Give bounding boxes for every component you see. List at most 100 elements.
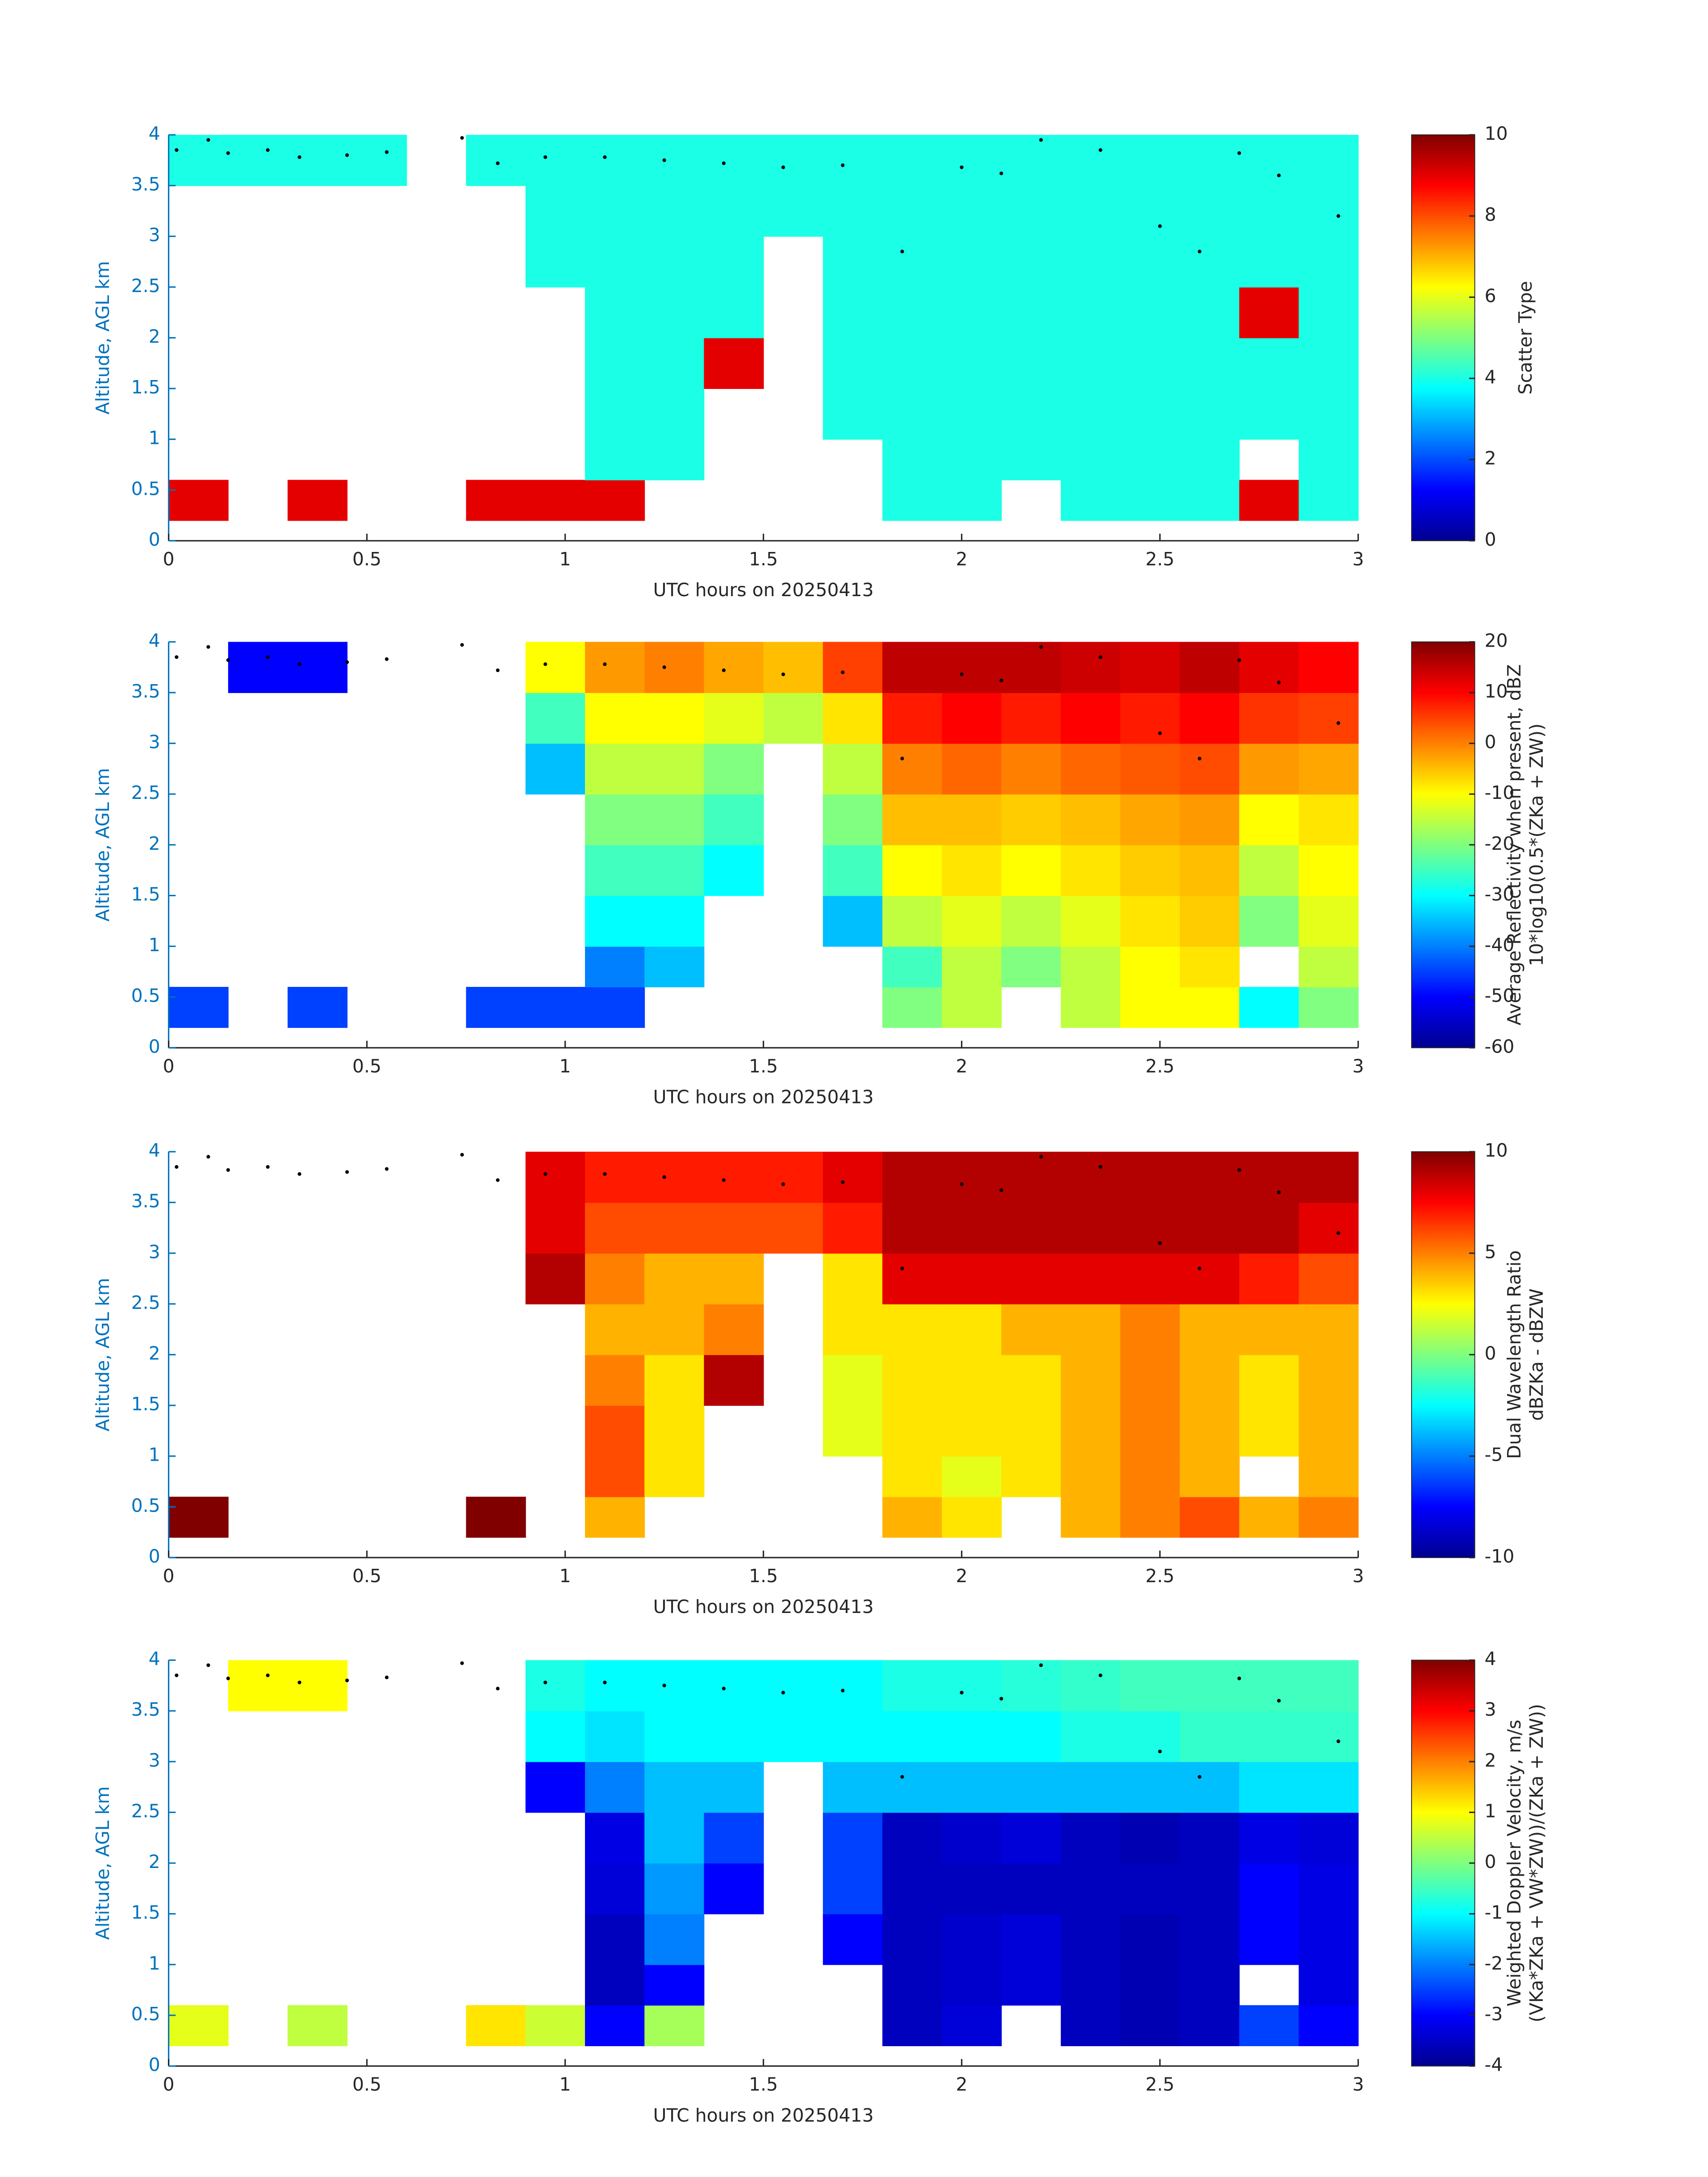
dot xyxy=(345,153,349,157)
y-axis-label: Altitude, AGL km xyxy=(92,768,113,922)
heat-cell xyxy=(1120,1152,1180,1203)
heat-cell xyxy=(525,1660,585,1712)
y-tick-label: 0.5 xyxy=(131,985,160,1007)
heat-cell xyxy=(585,1496,645,1538)
colorbar-tick-label: -3 xyxy=(1485,2003,1503,2025)
y-tick-label: 0 xyxy=(149,1546,160,1567)
heat-cell xyxy=(942,287,1002,338)
heat-cell xyxy=(1180,1761,1240,1813)
heat-cell xyxy=(1299,338,1359,389)
x-tick-label: 0.5 xyxy=(352,548,381,570)
heat-cell xyxy=(1299,1456,1359,1497)
heat-cell xyxy=(1061,1202,1121,1254)
heat-cell xyxy=(1299,1202,1359,1254)
heat-cell xyxy=(823,1304,883,1355)
heat-cell xyxy=(644,236,705,288)
colorbar-label: Weighted Doppler Velocity, m/s xyxy=(1503,1720,1525,2006)
dot xyxy=(722,668,726,673)
heat-cell xyxy=(644,287,705,338)
heat-cell xyxy=(644,1914,705,1965)
heat-cell xyxy=(1180,844,1240,896)
heat-cell xyxy=(1001,338,1061,389)
heat-cell xyxy=(1299,1964,1359,2006)
heat-cell xyxy=(1239,1354,1299,1406)
heat-cell xyxy=(1239,1914,1299,1965)
dot xyxy=(460,643,464,647)
heat-cell xyxy=(942,185,1002,237)
dot xyxy=(175,1673,179,1677)
heat-cell xyxy=(585,1354,645,1406)
colorbar-tick-label: 0 xyxy=(1485,1851,1496,1872)
heat-cell xyxy=(585,692,645,744)
dot xyxy=(999,1188,1003,1192)
panel: 0 0.5 1 1.5 2 2.5 3 0 0.5 1 1.5 2 2.5 3 3.5 4 UTC hours … xyxy=(92,1140,1547,1617)
dot xyxy=(1039,1155,1043,1159)
heat-cell xyxy=(288,642,348,693)
heat-cell xyxy=(525,1152,585,1203)
heat-cell xyxy=(1180,1354,1240,1406)
dot xyxy=(543,155,547,159)
heat-cell xyxy=(1061,185,1121,237)
heat-cell xyxy=(763,185,823,237)
x-tick-label: 1.5 xyxy=(749,548,778,570)
dot xyxy=(226,151,230,155)
dot xyxy=(900,1775,904,1779)
dot xyxy=(266,655,270,659)
y-tick-label: 0 xyxy=(149,1036,160,1057)
heat-cell xyxy=(1120,287,1180,338)
x-tick-label: 3 xyxy=(1353,548,1364,570)
heat-cell xyxy=(942,1202,1002,1254)
heat-cell xyxy=(1001,1202,1061,1254)
heat-cell xyxy=(942,1711,1002,1762)
x-tick-label: 3 xyxy=(1353,2074,1364,2095)
heat-cell xyxy=(1120,1405,1180,1457)
heat-cell xyxy=(882,439,943,481)
y-tick-label: 2 xyxy=(149,1851,160,1872)
dot xyxy=(206,645,210,649)
heat-cell xyxy=(288,1660,348,1712)
heat-cell xyxy=(704,794,764,845)
heat-cell xyxy=(1001,794,1061,845)
heat-cell xyxy=(228,642,288,693)
colorbar-tick-label: 10 xyxy=(1485,123,1508,144)
x-axis-label: UTC hours on 20250413 xyxy=(653,1086,874,1108)
heat-cell xyxy=(1180,1711,1240,1762)
heat-cell xyxy=(1120,986,1180,1028)
dot xyxy=(496,161,500,165)
dot xyxy=(1336,1739,1341,1743)
heat-cell xyxy=(347,134,407,186)
heat-cell xyxy=(1061,1660,1121,1712)
heat-cell xyxy=(1120,1660,1180,1712)
heat-cell xyxy=(823,844,883,896)
x-tick-label: 3 xyxy=(1353,1565,1364,1587)
dot xyxy=(1039,138,1043,142)
heat-cell xyxy=(1001,1456,1061,1497)
heat-cell xyxy=(882,236,943,288)
heat-cell xyxy=(1120,1253,1180,1304)
heat-cell xyxy=(585,287,645,338)
x-tick-label: 2.5 xyxy=(1145,548,1174,570)
heat-cell xyxy=(1299,844,1359,896)
heat-cell xyxy=(288,2005,348,2047)
heat-cell xyxy=(1299,946,1359,987)
dot xyxy=(1198,250,1202,254)
heat-cell xyxy=(585,1964,645,2006)
heat-cell xyxy=(1180,1456,1240,1497)
dot xyxy=(1158,731,1162,735)
heat-cell xyxy=(644,1405,705,1457)
heat-cell xyxy=(823,134,883,186)
heat-cell xyxy=(585,185,645,237)
heat-cell xyxy=(704,1354,764,1406)
heat-cell xyxy=(644,1660,705,1712)
heat-cell xyxy=(525,236,585,288)
heat-cell xyxy=(644,1863,705,1914)
heat-cell xyxy=(942,946,1002,987)
heat-cell xyxy=(1299,692,1359,744)
colorbar-tick-label: 4 xyxy=(1485,366,1496,388)
heat-cell xyxy=(942,236,1002,288)
heat-cell xyxy=(585,1405,645,1457)
heat-cell xyxy=(823,743,883,795)
y-tick-label: 1 xyxy=(149,1952,160,1974)
dot xyxy=(1277,173,1281,177)
